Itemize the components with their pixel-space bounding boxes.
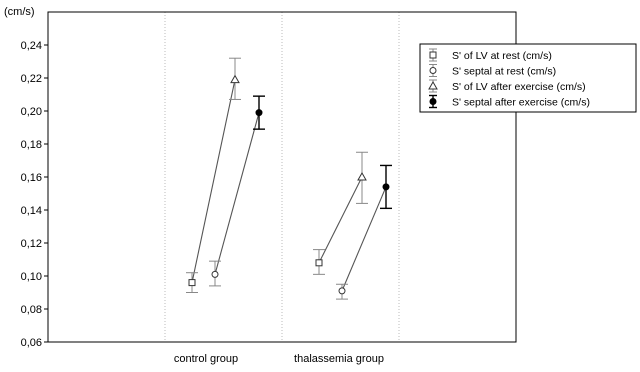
legend-label: S' septal after exercise (cm/s) xyxy=(452,97,590,109)
y-tick-label: 0,06 xyxy=(21,337,42,349)
data-point xyxy=(357,171,367,181)
y-tick-label: 0,22 xyxy=(21,73,42,85)
y-tick-label: 0,16 xyxy=(21,172,42,184)
grid-lines xyxy=(164,12,400,342)
y-tick-label: 0,12 xyxy=(21,238,42,250)
y-tick-label: 0,24 xyxy=(21,40,42,52)
y-tick-label: 0,18 xyxy=(21,139,42,151)
legend-label: S' of LV at rest (cm/s) xyxy=(452,50,552,62)
legend-box xyxy=(419,43,637,113)
y-tick-label: 0,08 xyxy=(21,304,42,316)
y-tick-label: 0,10 xyxy=(21,271,42,283)
data-point xyxy=(382,183,390,191)
data-point xyxy=(338,287,346,295)
legend-marker xyxy=(429,51,437,59)
x-category-label: thalassemia group xyxy=(294,353,384,365)
legend-marker xyxy=(428,80,438,90)
y-tick-label: 0,14 xyxy=(21,205,42,217)
series-line-septal xyxy=(214,112,260,275)
data-point xyxy=(188,279,196,287)
legend-marker xyxy=(429,98,437,105)
data-point xyxy=(315,259,323,267)
legend-label: S' septal at rest (cm/s) xyxy=(452,66,556,78)
legend-label: S' of LV after exercise (cm/s) xyxy=(452,81,586,93)
data-point xyxy=(255,109,263,117)
series-line-septal xyxy=(341,186,387,292)
legend-marker xyxy=(429,67,437,74)
y-tick-label: 0,20 xyxy=(21,106,42,118)
series-lines xyxy=(191,79,387,292)
y-axis-label: (cm/s) xyxy=(4,6,35,18)
data-point xyxy=(211,270,219,278)
series-line-LV xyxy=(191,79,236,283)
legend: S' of LV at rest (cm/s) S' septal at rest… xyxy=(419,43,637,113)
data-points xyxy=(188,74,390,295)
x-category-label: control group xyxy=(174,353,238,365)
x-axis: control group thalassemia group xyxy=(174,353,384,365)
y-axis: 0,06 0,08 0,10 0,12 0,14 0,16 0,18 0,20 0,22 0,24 xyxy=(21,40,48,349)
data-point xyxy=(230,74,240,84)
series-line-LV xyxy=(318,176,363,264)
